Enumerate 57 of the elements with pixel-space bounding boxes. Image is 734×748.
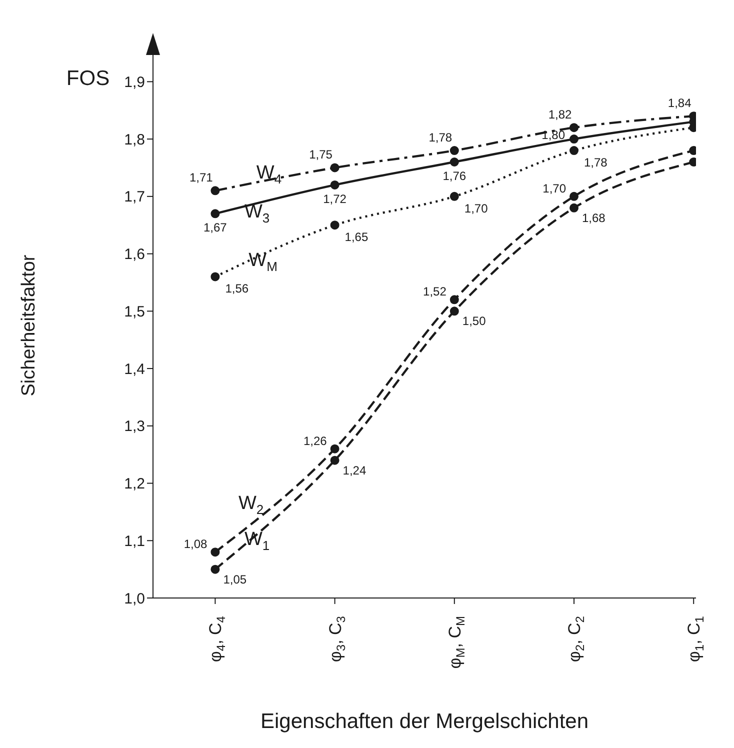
y-tick-label: 1,4 [124,360,145,378]
data-label: 1,78 [428,130,452,145]
y-tick-label: 1,8 [124,131,145,148]
y-tick-label: 1,1 [124,532,145,550]
text: FOS [66,67,110,90]
data-label: 1,68 [582,210,606,225]
point [570,192,579,201]
y-tick-label: 1,2 [124,476,145,493]
data-label: 1,84 [668,96,692,110]
y-tick-label: 1,5 [124,303,145,320]
series-label: W$_{M}$ [248,250,278,274]
y-tick-label: 1,3 [124,418,145,436]
point [330,456,340,465]
y-tick-label: 1,0 [124,590,145,608]
data-label: 1,67 [204,220,228,235]
point [210,564,220,574]
data-label: 1,56 [225,282,249,296]
data-label: 1,70 [542,181,566,196]
point [210,186,220,196]
y-tick-label: 1,9 [124,74,145,92]
series-label: W$_{2}$ [238,493,264,517]
data-label: 1,75 [309,148,333,162]
data-label: 1,72 [323,192,347,206]
series-label: W$_{4}$ [256,162,282,186]
data-label: 1,65 [344,230,368,244]
y-tick-label: 1,6 [124,246,145,264]
point [570,134,579,144]
y-axis-title: Sicherheitsfaktor [18,254,40,396]
data-label: 1,71 [190,170,214,185]
data-label: 1,08 [184,537,208,552]
data-label: 1,52 [423,284,447,299]
data-label: 1,76 [442,169,466,183]
data-label: 1,78 [584,156,608,170]
point [330,180,340,190]
data-label: 1,05 [223,572,247,586]
point [210,209,220,218]
point [210,272,220,282]
point [330,220,340,230]
point [330,163,340,172]
point [210,548,220,557]
data-label: 1,26 [303,434,328,448]
point [450,146,459,156]
point [570,123,579,132]
point [450,306,459,316]
point [450,158,459,166]
y-tick-label: 1,7 [124,188,145,206]
point [450,192,459,201]
point [330,444,340,454]
data-label: 1,82 [548,108,572,122]
point [570,146,579,156]
series-label: W$_{3}$ [244,202,270,226]
point [570,203,579,212]
data-label: 1,24 [342,463,366,478]
data-label: 1,70 [464,201,488,216]
data-label: 1,50 [462,314,486,328]
point [450,295,459,304]
x-axis-title: Eigenschaften der Mergelschichten [260,710,589,733]
